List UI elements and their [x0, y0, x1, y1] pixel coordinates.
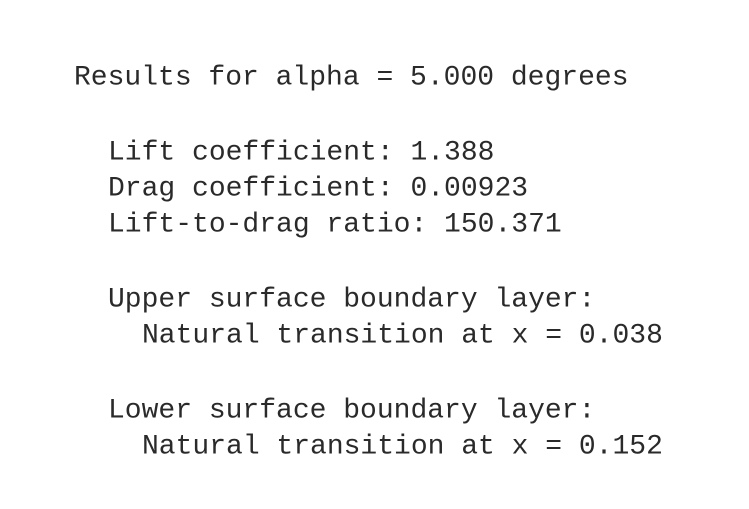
lift-coefficient: Lift coefficient: 1.388 — [108, 137, 494, 168]
upper-transition: Natural transition at x = 0.038 — [142, 320, 663, 351]
upper-heading: Upper surface boundary layer: — [108, 284, 595, 315]
lower-transition: Natural transition at x = 0.152 — [142, 431, 663, 462]
results-title: Results for alpha = 5.000 degrees — [74, 62, 629, 93]
lower-heading: Lower surface boundary layer: — [108, 395, 595, 426]
lift-to-drag-ratio: Lift-to-drag ratio: 150.371 — [108, 209, 562, 240]
drag-coefficient: Drag coefficient: 0.00923 — [108, 173, 528, 204]
